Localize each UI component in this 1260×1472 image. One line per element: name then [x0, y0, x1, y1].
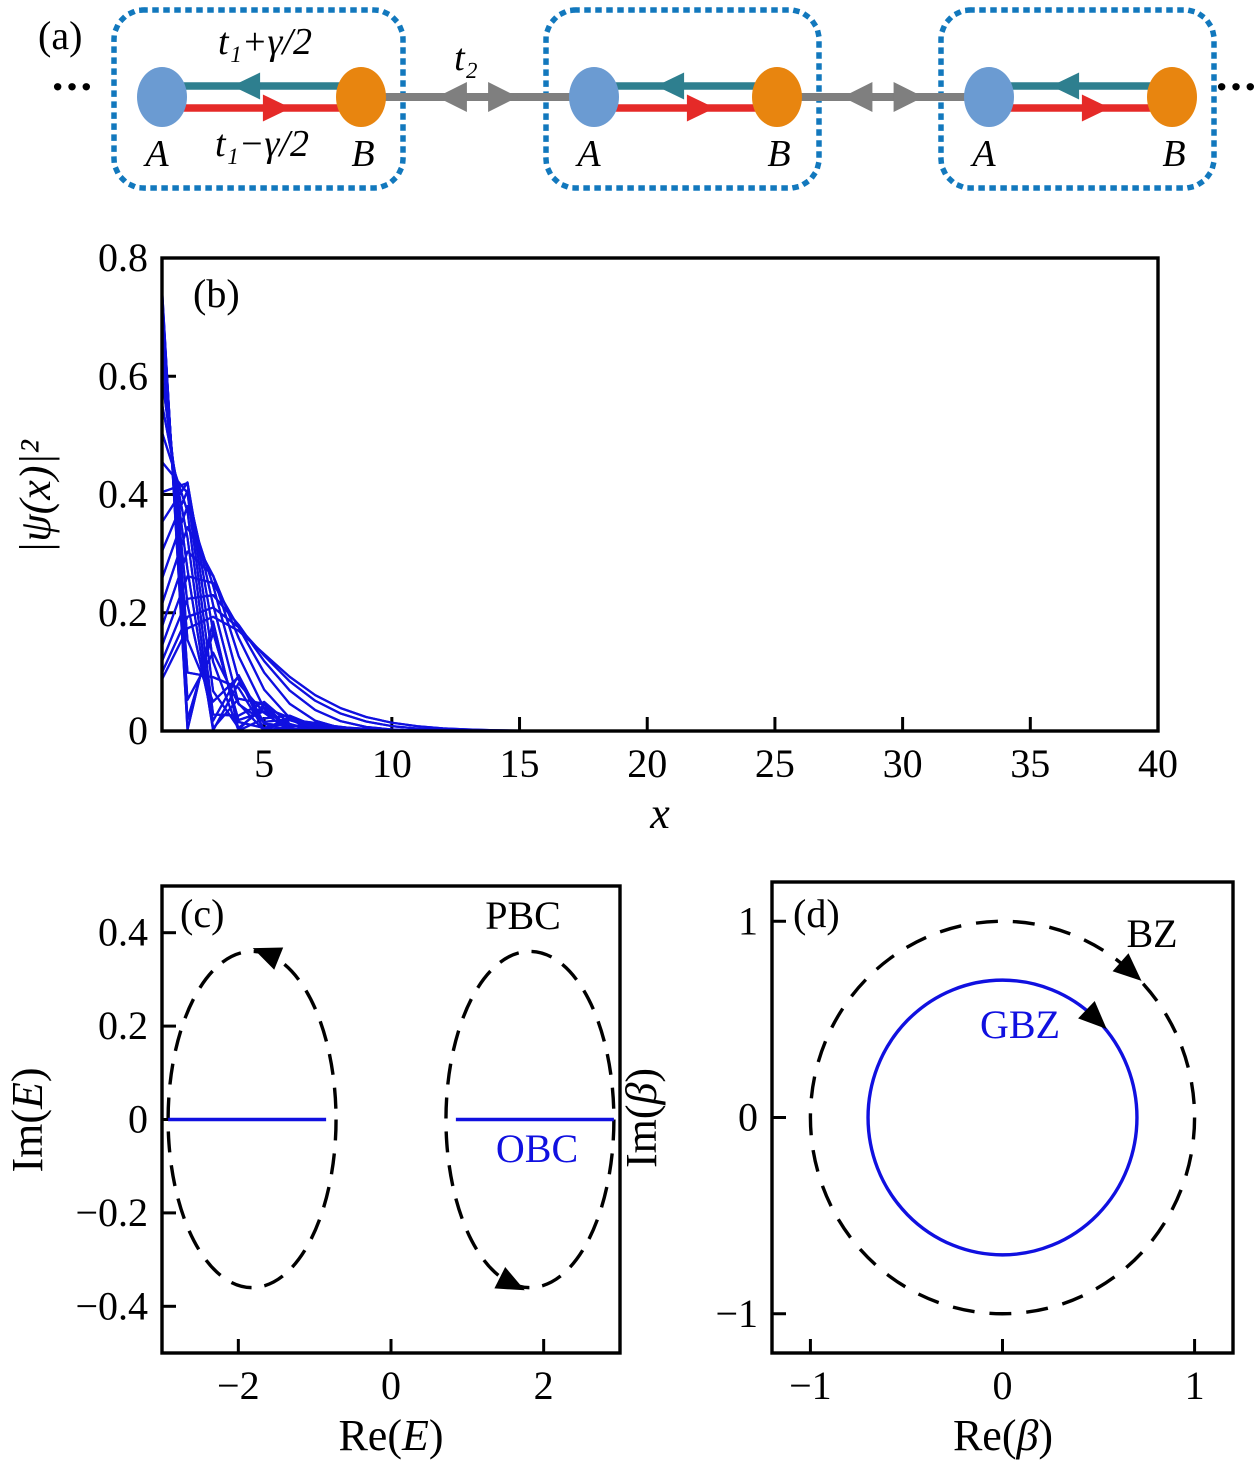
- inter-cell-hopping-label: t₂: [454, 37, 478, 79]
- svg-text:20: 20: [627, 741, 667, 786]
- ellipsis-left: ···: [50, 61, 94, 112]
- d-gbz-label: GBZ: [980, 1002, 1060, 1047]
- ellipsis-right: ···: [1214, 61, 1258, 112]
- c-ylabel-suffix: ): [2, 1067, 52, 1083]
- svg-text:15: 15: [500, 741, 540, 786]
- svg-text:0.6: 0.6: [98, 353, 148, 398]
- c-pbc-label: PBC: [485, 893, 561, 938]
- svg-text:35: 35: [1010, 741, 1050, 786]
- svg-text:−1: −1: [715, 1291, 758, 1336]
- c-xlabel-prefix: Re(: [338, 1411, 402, 1460]
- panel-d-label: (d): [793, 891, 840, 936]
- svg-text:0: 0: [128, 708, 148, 753]
- svg-text:40: 40: [1138, 741, 1178, 786]
- c-obc-label: OBC: [495, 1126, 579, 1171]
- svg-text:−0.4: −0.4: [75, 1283, 148, 1328]
- svg-text:0.8: 0.8: [98, 235, 148, 280]
- c-ylabel-var: E: [2, 1082, 52, 1110]
- d-ylabel-prefix: Im(: [616, 1104, 666, 1169]
- d-ylabel-suffix: ): [616, 1067, 666, 1083]
- site-label-b-1: B: [351, 133, 375, 175]
- site-label-b-2: B: [767, 133, 791, 175]
- panel-b-label: (b): [193, 271, 240, 316]
- svg-text:0.4: 0.4: [98, 472, 148, 517]
- svg-text:25: 25: [755, 741, 795, 786]
- svg-text:−0.2: −0.2: [75, 1190, 148, 1235]
- site-label-a-1: A: [145, 133, 169, 175]
- svg-text:0: 0: [381, 1363, 401, 1408]
- d-bz-label: BZ: [1126, 911, 1178, 956]
- c-xlabel-var: E: [401, 1411, 429, 1460]
- site-label-a-2: A: [577, 133, 601, 175]
- svg-text:30: 30: [883, 741, 923, 786]
- svg-text:0.2: 0.2: [98, 1003, 148, 1048]
- d-y-axis-label: Im(β): [616, 1067, 666, 1169]
- svg-text:0: 0: [738, 1095, 758, 1140]
- svg-text:2: 2: [534, 1363, 554, 1408]
- c-y-axis-label: Im(E): [2, 1067, 52, 1173]
- svg-text:1: 1: [1185, 1363, 1205, 1408]
- b-y-axis-label: |ψ(x)|²: [10, 440, 60, 554]
- bond-label-upper: t₁+γ/2: [218, 21, 312, 63]
- c-x-axis-label: Re(E): [338, 1411, 444, 1460]
- svg-text:−1: −1: [789, 1363, 832, 1408]
- c-xlabel-suffix: ): [428, 1411, 444, 1460]
- site-label-a-3: A: [972, 133, 996, 175]
- d-xlabel-var: β: [1016, 1411, 1039, 1460]
- d-ylabel-var: β: [616, 1082, 666, 1105]
- d-xlabel-suffix: ): [1038, 1411, 1054, 1460]
- panel-c-label: (c): [180, 891, 225, 936]
- site-label-b-3: B: [1162, 133, 1186, 175]
- b-x-axis-label: x: [650, 789, 670, 838]
- svg-text:0.4: 0.4: [98, 910, 148, 955]
- svg-text:0: 0: [993, 1363, 1013, 1408]
- svg-text:0.2: 0.2: [98, 590, 148, 635]
- d-xlabel-prefix: Re(: [952, 1411, 1017, 1460]
- svg-text:1: 1: [738, 898, 758, 943]
- c-ylabel-prefix: Im(: [2, 1109, 52, 1173]
- bond-label-lower: t₁−γ/2: [215, 123, 309, 165]
- svg-text:10: 10: [372, 741, 412, 786]
- svg-text:0: 0: [128, 1097, 148, 1142]
- svg-text:5: 5: [254, 741, 274, 786]
- panel-a-label: (a): [38, 13, 83, 58]
- d-x-axis-label: Re(β): [952, 1411, 1054, 1460]
- svg-text:−2: −2: [217, 1363, 260, 1408]
